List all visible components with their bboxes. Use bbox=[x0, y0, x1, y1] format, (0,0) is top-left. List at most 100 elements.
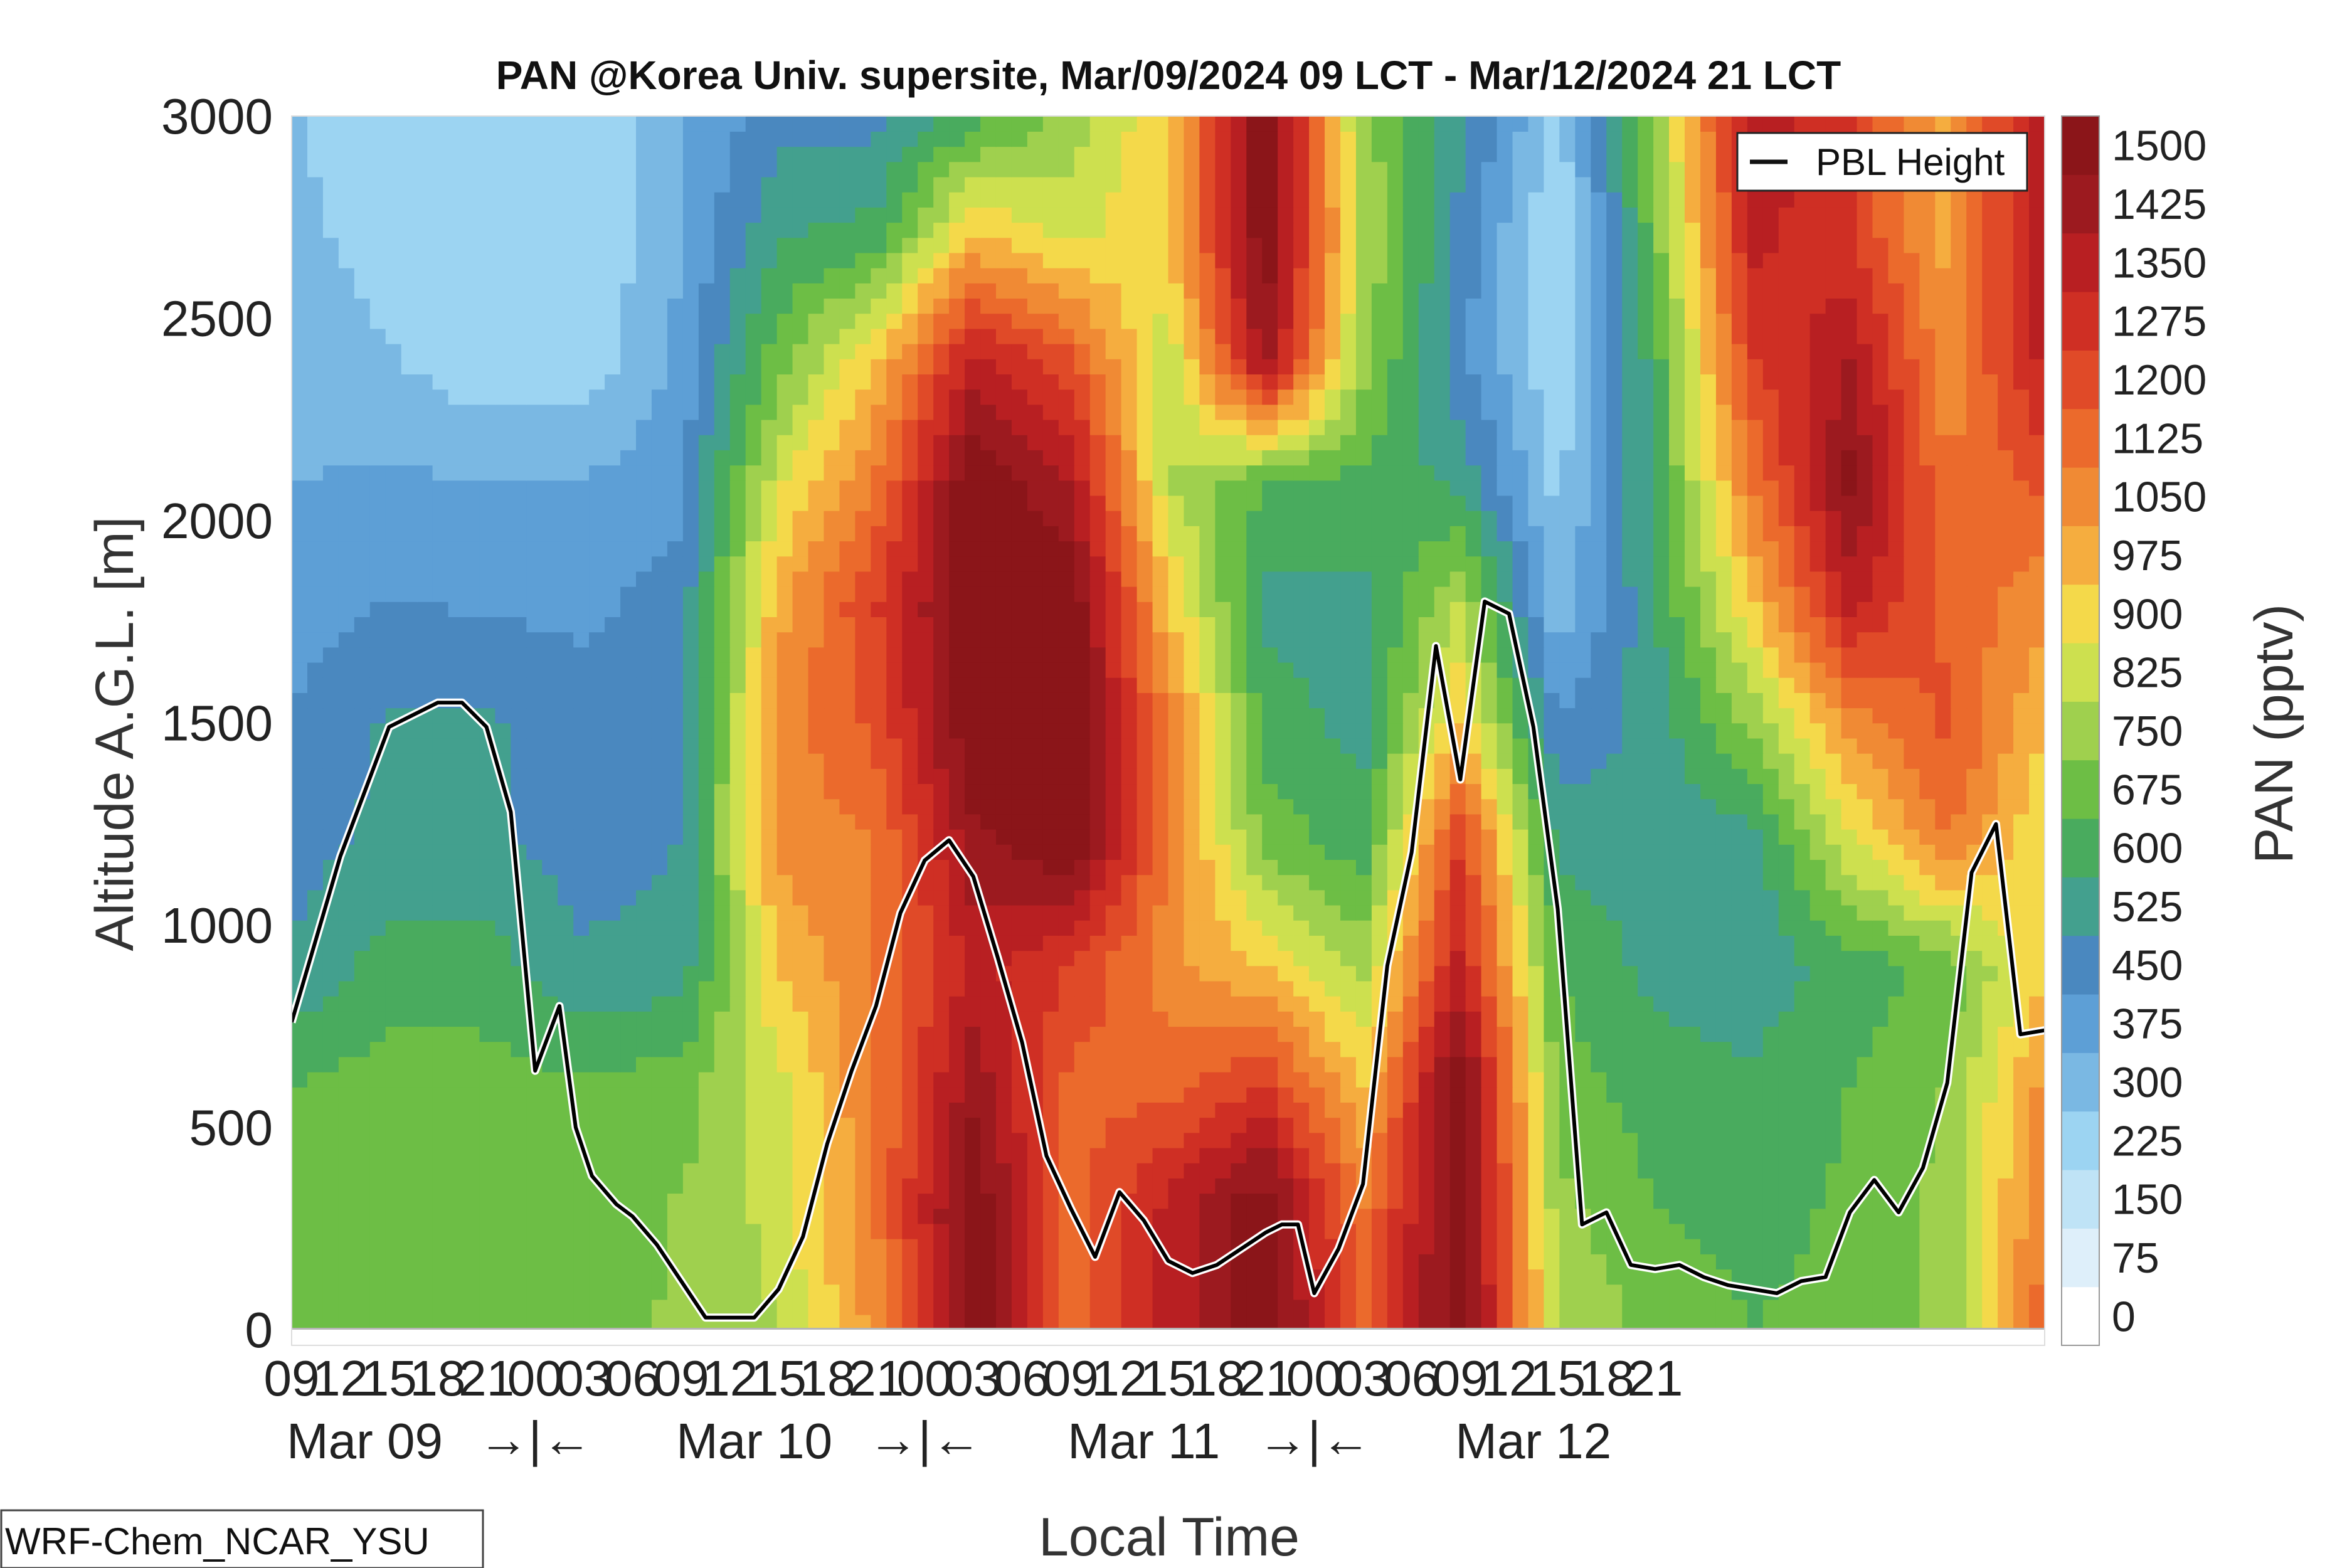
field-cell bbox=[573, 647, 590, 663]
field-cell bbox=[1199, 753, 1216, 769]
field-cell bbox=[620, 783, 637, 800]
field-cell bbox=[322, 723, 339, 739]
field-cell bbox=[1262, 1147, 1278, 1163]
field-cell bbox=[605, 1299, 621, 1315]
field-cell bbox=[651, 874, 668, 891]
field-cell bbox=[1027, 1178, 1044, 1194]
field-cell bbox=[573, 829, 590, 845]
field-cell bbox=[1309, 677, 1325, 693]
field-cell bbox=[636, 677, 652, 693]
field-cell bbox=[605, 1026, 621, 1042]
field-cell bbox=[542, 1238, 559, 1254]
field-cell bbox=[1231, 1269, 1248, 1285]
field-cell bbox=[933, 1041, 950, 1057]
field-cell bbox=[1246, 904, 1263, 921]
field-cell bbox=[307, 1147, 324, 1163]
field-cell bbox=[886, 1162, 903, 1179]
field-cell bbox=[464, 723, 480, 739]
field-cell bbox=[1919, 1238, 1936, 1254]
field-cell bbox=[385, 1193, 402, 1209]
field-cell bbox=[965, 723, 981, 739]
field-cell bbox=[605, 874, 621, 891]
field-cell bbox=[416, 1117, 433, 1133]
field-cell bbox=[1231, 723, 1248, 739]
field-cell bbox=[1152, 1193, 1169, 1209]
field-cell bbox=[2029, 919, 2045, 936]
field-cell bbox=[933, 919, 950, 936]
field-cell bbox=[1825, 1056, 1842, 1073]
field-cell bbox=[1168, 1223, 1185, 1239]
field-cell bbox=[1653, 1071, 1670, 1088]
field-cell bbox=[464, 904, 480, 921]
field-cell bbox=[1669, 995, 1685, 1012]
field-cell bbox=[761, 844, 778, 860]
field-cell bbox=[1919, 662, 1936, 678]
field-cell bbox=[1074, 980, 1091, 997]
field-cell bbox=[1215, 1087, 1232, 1103]
field-cell bbox=[464, 647, 480, 663]
field-cell bbox=[1325, 1087, 1341, 1103]
field-cell bbox=[1528, 1208, 1545, 1224]
field-cell bbox=[1231, 1056, 1248, 1073]
field-cell bbox=[1512, 995, 1529, 1012]
field-cell bbox=[714, 662, 731, 678]
field-cell bbox=[1747, 935, 1764, 951]
field-cell bbox=[1309, 1011, 1325, 1027]
field-cell bbox=[1575, 1071, 1592, 1088]
field-cell bbox=[1762, 1269, 1779, 1285]
field-cell bbox=[1215, 1056, 1232, 1073]
field-cell bbox=[432, 753, 449, 769]
field-cell bbox=[1731, 1147, 1748, 1163]
field-cell bbox=[1387, 844, 1404, 860]
field-cell bbox=[1011, 874, 1028, 891]
field-cell bbox=[385, 859, 402, 876]
field-cell bbox=[369, 829, 386, 845]
field-cell bbox=[1872, 844, 1889, 860]
field-cell bbox=[1136, 1071, 1153, 1088]
field-cell bbox=[1152, 1284, 1169, 1300]
field-cell bbox=[479, 662, 496, 678]
field-cell bbox=[1715, 904, 1732, 921]
field-cell bbox=[855, 1193, 872, 1209]
field-cell bbox=[1638, 1011, 1654, 1027]
field-cell bbox=[1387, 1254, 1404, 1270]
field-cell bbox=[1638, 859, 1654, 876]
field-cell bbox=[918, 1223, 934, 1239]
field-cell bbox=[1402, 677, 1419, 693]
field-cell bbox=[1653, 768, 1670, 785]
field-cell bbox=[1935, 995, 1952, 1012]
field-cell bbox=[1982, 1011, 1998, 1027]
field-cell bbox=[1778, 1132, 1795, 1148]
field-cell bbox=[1058, 1087, 1075, 1103]
field-cell bbox=[1715, 662, 1732, 678]
field-cell bbox=[1215, 1178, 1232, 1194]
field-cell bbox=[1622, 677, 1638, 693]
field-cell bbox=[307, 980, 324, 997]
field-cell bbox=[1669, 1269, 1685, 1285]
field-cell bbox=[1935, 980, 1952, 997]
field-cell bbox=[1809, 768, 1826, 785]
field-cell bbox=[1762, 995, 1779, 1012]
field-cell bbox=[1027, 707, 1044, 724]
field-cell bbox=[2013, 1314, 2030, 1330]
field-cell bbox=[824, 1238, 840, 1254]
field-cell bbox=[1371, 919, 1388, 936]
field-cell bbox=[1747, 950, 1764, 967]
field-cell bbox=[808, 1117, 825, 1133]
field-cell bbox=[1058, 753, 1075, 769]
field-cell bbox=[1715, 692, 1732, 709]
field-cell bbox=[307, 1071, 324, 1088]
field-cell bbox=[1638, 783, 1654, 800]
field-cell bbox=[1904, 965, 1920, 982]
field-cell bbox=[1700, 935, 1717, 951]
field-cell bbox=[1121, 995, 1138, 1012]
field-cell bbox=[1747, 1132, 1764, 1148]
field-cell bbox=[1544, 1284, 1560, 1300]
field-cell bbox=[1168, 1314, 1185, 1330]
field-cell bbox=[1919, 1102, 1936, 1118]
field-cell bbox=[1778, 1208, 1795, 1224]
field-cell bbox=[1606, 874, 1623, 891]
field-cell bbox=[745, 1056, 762, 1073]
field-cell bbox=[871, 1041, 887, 1057]
field-cell bbox=[448, 1102, 465, 1118]
